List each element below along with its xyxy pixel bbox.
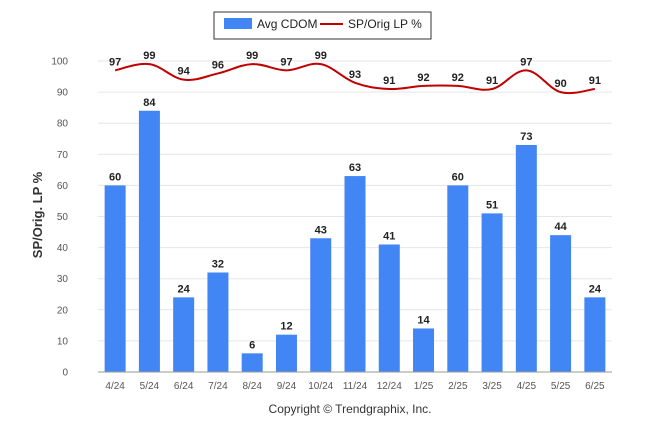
bar-data-label: 24 bbox=[178, 283, 191, 295]
bar-data-label: 60 bbox=[452, 171, 464, 183]
bar-data-label: 24 bbox=[589, 283, 602, 295]
x-tick-label: 1/25 bbox=[414, 381, 434, 392]
legend-swatch-avg-cdom bbox=[224, 18, 252, 29]
bar bbox=[447, 185, 469, 372]
bar bbox=[481, 213, 503, 372]
bar bbox=[584, 297, 606, 372]
line-data-label: 92 bbox=[417, 72, 429, 84]
bar bbox=[515, 144, 537, 372]
bar bbox=[344, 176, 366, 372]
x-tick-label: 10/24 bbox=[308, 381, 333, 392]
bar bbox=[207, 272, 229, 372]
bar bbox=[104, 185, 126, 372]
bar bbox=[413, 328, 435, 372]
y-tick-label: 60 bbox=[57, 181, 69, 192]
bar bbox=[138, 110, 160, 372]
bar-data-label: 84 bbox=[143, 97, 156, 109]
line-data-label: 99 bbox=[315, 50, 327, 62]
line-data-label: 91 bbox=[486, 75, 498, 87]
bar-data-label: 60 bbox=[109, 171, 121, 183]
y-tick-label: 90 bbox=[57, 88, 69, 99]
bar-data-label: 44 bbox=[554, 221, 567, 233]
y-tick-label: 50 bbox=[57, 212, 69, 223]
bar-data-label: 32 bbox=[212, 258, 224, 270]
bar-data-label: 12 bbox=[280, 321, 292, 333]
series-line-sp-orig bbox=[114, 62, 596, 95]
bar-data-label: 41 bbox=[383, 230, 395, 242]
bar-data-label: 14 bbox=[417, 314, 430, 326]
line-data-label: 91 bbox=[589, 75, 601, 87]
y-tick-label: 80 bbox=[57, 119, 69, 130]
x-axis-ticks: 4/24 5/24 6/24 7/24 8/24 9/24 10/24 11/24 12/24 1… bbox=[105, 381, 605, 392]
x-tick-label: 5/24 bbox=[140, 381, 160, 392]
y-axis-label: SP/Orig. LP % bbox=[30, 171, 45, 258]
bar bbox=[310, 238, 332, 372]
line-data-label: 96 bbox=[212, 59, 224, 71]
y-tick-label: 20 bbox=[57, 305, 69, 316]
bar-data-label: 43 bbox=[315, 224, 327, 236]
bar-data-label: 73 bbox=[520, 131, 532, 143]
y-tick-label: 10 bbox=[57, 336, 69, 347]
y-tick-label: 100 bbox=[51, 57, 68, 68]
line-data-label: 90 bbox=[554, 78, 566, 90]
x-tick-label: 9/24 bbox=[277, 381, 297, 392]
line-labels: 97 99 94 96 99 97 99 93 91 92 92 91 97 90 91 bbox=[109, 50, 601, 90]
bars bbox=[104, 110, 606, 372]
line-data-label: 93 bbox=[349, 69, 361, 81]
x-tick-label: 2/25 bbox=[448, 381, 468, 392]
line-data-label: 99 bbox=[143, 50, 155, 62]
bar-data-label: 63 bbox=[349, 162, 361, 174]
legend-label-sp-orig: SP/Orig LP % bbox=[348, 17, 422, 31]
x-tick-label: 4/24 bbox=[105, 381, 125, 392]
bar bbox=[378, 244, 400, 372]
bar bbox=[275, 334, 297, 372]
x-tick-label: 6/25 bbox=[585, 381, 605, 392]
legend-label-avg-cdom: Avg CDOM bbox=[257, 17, 317, 31]
bar bbox=[550, 235, 572, 372]
bar bbox=[173, 297, 195, 372]
y-tick-label: 40 bbox=[57, 243, 69, 254]
line-data-label: 92 bbox=[452, 72, 464, 84]
y-tick-label: 70 bbox=[57, 150, 69, 161]
footer-copyright: Copyright © Trendgraphix, Inc. bbox=[269, 402, 432, 416]
bar-data-label: 51 bbox=[486, 199, 498, 211]
y-tick-label: 0 bbox=[62, 368, 68, 379]
line-data-label: 94 bbox=[178, 66, 191, 78]
x-tick-label: 7/24 bbox=[208, 381, 228, 392]
bar-data-label: 6 bbox=[249, 339, 255, 351]
x-tick-label: 11/24 bbox=[343, 381, 368, 392]
line-data-label: 91 bbox=[383, 75, 395, 87]
y-axis-ticks: 0 10 20 30 40 50 60 70 80 90 100 bbox=[51, 57, 68, 379]
line-data-label: 97 bbox=[280, 56, 292, 68]
x-tick-label: 4/25 bbox=[517, 381, 537, 392]
x-tick-label: 6/24 bbox=[174, 381, 194, 392]
x-tick-label: 5/25 bbox=[551, 381, 571, 392]
line-data-label: 99 bbox=[246, 50, 258, 62]
line-data-label: 97 bbox=[109, 56, 121, 68]
bar-labels: 60 84 24 32 6 12 43 63 41 14 60 51 73 44 24 bbox=[109, 97, 602, 352]
x-tick-label: 3/25 bbox=[482, 381, 502, 392]
x-tick-label: 12/24 bbox=[377, 381, 402, 392]
bar bbox=[241, 353, 263, 372]
x-tick-label: 8/24 bbox=[242, 381, 262, 392]
legend: Avg CDOM SP/Orig LP % bbox=[213, 11, 432, 40]
y-tick-label: 30 bbox=[57, 274, 69, 285]
line-data-label: 97 bbox=[520, 56, 532, 68]
